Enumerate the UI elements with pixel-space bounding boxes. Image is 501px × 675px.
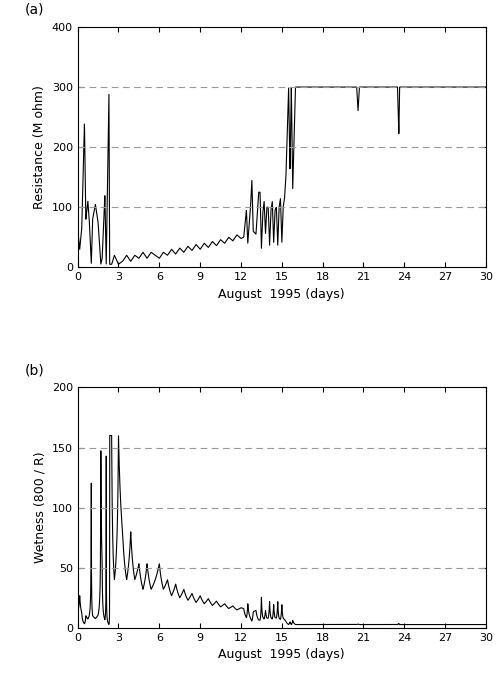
Text: (b): (b)	[25, 363, 44, 377]
Y-axis label: Resistance (M ohm): Resistance (M ohm)	[33, 85, 46, 209]
X-axis label: August  1995 (days): August 1995 (days)	[218, 648, 345, 662]
X-axis label: August  1995 (days): August 1995 (days)	[218, 288, 345, 301]
Text: (a): (a)	[25, 3, 44, 17]
Y-axis label: Wetness (800 / R): Wetness (800 / R)	[33, 452, 46, 564]
